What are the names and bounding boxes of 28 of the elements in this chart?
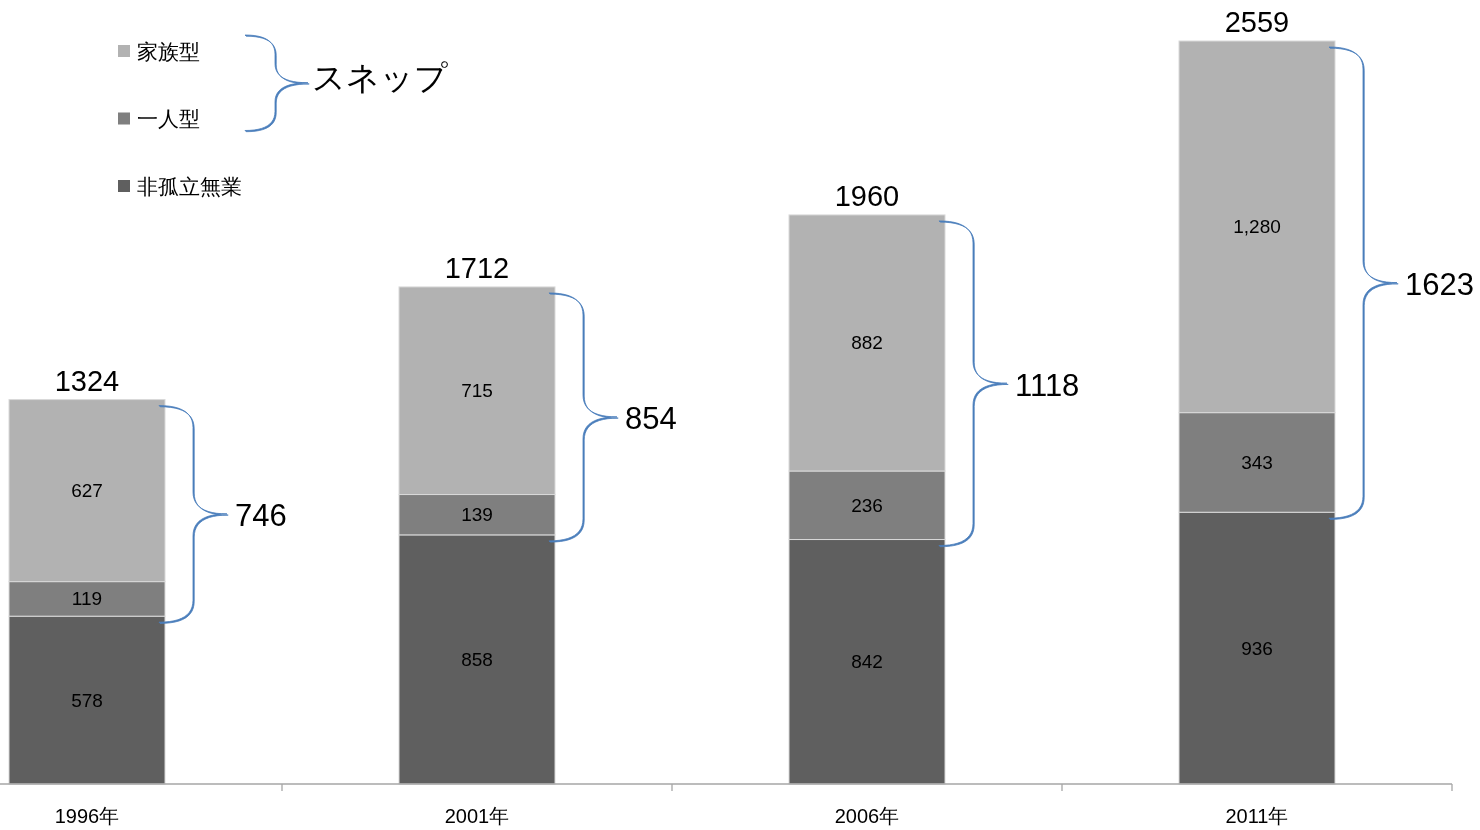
- x-tick-label: 2001年: [444, 805, 510, 827]
- total: 1324: [54, 364, 120, 397]
- x-tick-label: 2006年: [834, 805, 900, 827]
- value-label: 578: [71, 689, 103, 711]
- value-label: 936: [1241, 637, 1273, 659]
- total: 1960: [834, 179, 900, 212]
- value-label: 627: [71, 480, 103, 502]
- x-tick-label: 2011年: [1225, 805, 1289, 827]
- annotation: 1118: [1015, 367, 1080, 403]
- value-label: 236: [851, 494, 883, 516]
- value-label: 1,280: [1233, 216, 1281, 238]
- annotation: 746: [235, 498, 287, 534]
- value-label: 842: [851, 651, 883, 673]
- x-tick-label: 1996年: [54, 805, 120, 827]
- value-label: 119: [71, 588, 103, 610]
- value-label: 882: [851, 332, 883, 354]
- total: 1712: [444, 251, 510, 284]
- value-label: 715: [461, 380, 493, 402]
- legend-label: 一人型: [137, 107, 200, 130]
- annotation: スネップ: [312, 59, 448, 97]
- annotation: 854: [625, 401, 677, 437]
- legend-label: 家族型: [137, 39, 200, 63]
- total: 2559: [1224, 6, 1290, 38]
- annotation: 1623: [1405, 267, 1474, 303]
- legend-label: 非孤立無業: [137, 174, 242, 198]
- value-label: 858: [461, 648, 493, 670]
- value-label: 139: [461, 504, 493, 526]
- value-label: 343: [1241, 451, 1273, 473]
